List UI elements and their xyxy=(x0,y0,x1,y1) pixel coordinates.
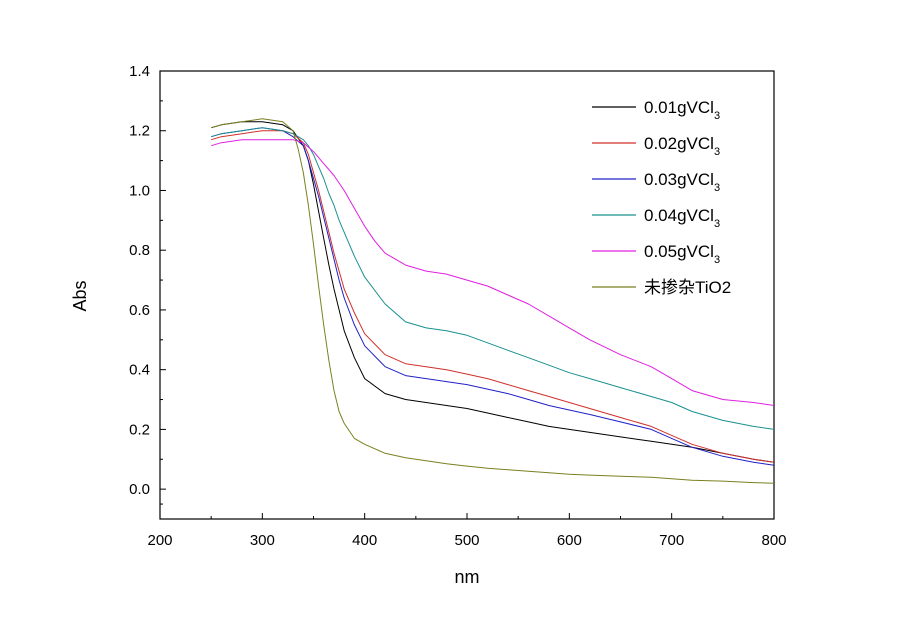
y-tick-label: 0.4 xyxy=(129,362,150,379)
x-tick-label: 600 xyxy=(557,532,582,549)
x-tick-label: 300 xyxy=(250,532,275,549)
y-tick-label: 0.2 xyxy=(129,421,150,438)
y-axis-label: Abs xyxy=(70,280,90,311)
series-layer xyxy=(211,118,775,484)
x-tick-label: 500 xyxy=(454,532,479,549)
legend-label: 0.02gVCl3 xyxy=(644,134,720,158)
legend-label: 0.03gVCl3 xyxy=(644,170,720,194)
y-axis: 0.0 0.2 0.4 0.6 0.8 1.0 1.2 1.4 xyxy=(129,63,166,505)
legend-label: 未掺杂TiO2 xyxy=(644,278,731,297)
x-tick-label: 400 xyxy=(352,532,377,549)
legend-label: 0.01gVCl3 xyxy=(644,98,720,122)
series-line-5 xyxy=(211,139,775,406)
series-line-2 xyxy=(211,130,775,463)
series-line-6 xyxy=(211,118,775,484)
y-tick-label: 1.2 xyxy=(129,123,150,140)
legend: 0.01gVCl3 0.02gVCl3 0.03gVCl3 0.04gVCl3 0.05… xyxy=(592,98,731,297)
series-line-4 xyxy=(211,127,775,430)
x-axis: 200 300 400 500 600 700 800 xyxy=(147,513,787,549)
y-tick-label: 0.6 xyxy=(129,302,150,319)
y-tick-label: 1.4 xyxy=(129,63,150,80)
y-tick-label: 0.0 xyxy=(129,481,150,498)
legend-label: 0.05gVCl3 xyxy=(644,242,720,266)
legend-label: 0.04gVCl3 xyxy=(644,206,720,230)
series-line-3 xyxy=(211,127,775,466)
x-tick-label: 800 xyxy=(761,532,786,549)
y-tick-label: 1.0 xyxy=(129,182,150,199)
x-tick-label: 200 xyxy=(147,532,172,549)
y-tick-label: 0.8 xyxy=(129,242,150,259)
series-line-1 xyxy=(211,121,775,463)
x-tick-label: 700 xyxy=(659,532,684,549)
x-axis-label: nm xyxy=(454,567,479,587)
